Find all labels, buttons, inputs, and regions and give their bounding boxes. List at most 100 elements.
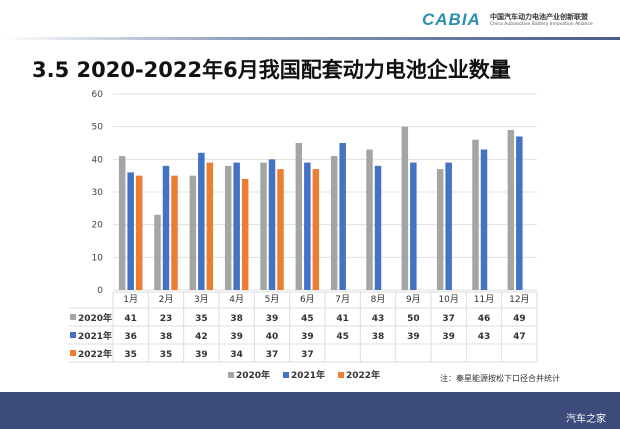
bar-2021年 <box>304 162 311 290</box>
bar-2021年 <box>198 152 205 290</box>
bar-2021年 <box>339 143 346 290</box>
footer-band <box>0 392 620 429</box>
table-cell: 40 <box>266 332 279 342</box>
table-cell: 46 <box>478 314 491 324</box>
legend-key <box>70 314 76 320</box>
table-cell: 42 <box>195 332 208 342</box>
bar-2020年 <box>118 156 126 290</box>
table-cell: 38 <box>372 332 385 342</box>
header-divider <box>0 37 620 40</box>
y-tick-label: 60 <box>92 90 104 100</box>
bar-2021年 <box>480 149 488 290</box>
table-cell: 36 <box>124 332 137 342</box>
table-cell: 38 <box>230 314 243 324</box>
bar-2021年 <box>516 136 523 290</box>
y-tick-label: 50 <box>92 123 104 133</box>
x-tick-label: 6月 <box>300 294 315 305</box>
table-row-label: 2021年 <box>78 330 112 342</box>
legend-swatch <box>283 372 289 378</box>
x-tick-label: 12月 <box>509 294 529 305</box>
legend-label: 2021年 <box>291 369 325 381</box>
table-cell: 39 <box>195 350 208 360</box>
table-cell: 23 <box>160 314 173 324</box>
bar-2020年 <box>472 139 479 290</box>
x-tick-label: 7月 <box>335 294 350 305</box>
table-cell: 43 <box>372 314 385 324</box>
y-tick-label: 0 <box>97 286 103 296</box>
bar-2020年 <box>154 214 161 290</box>
table-cell: 45 <box>301 314 314 324</box>
table-cell: 45 <box>336 332 349 342</box>
table-cell: 35 <box>124 350 137 360</box>
table-cell: 41 <box>336 314 349 324</box>
cabia-logo: CABIA <box>422 10 481 29</box>
legend-label: 2020年 <box>236 369 270 381</box>
x-tick-label: 1月 <box>123 294 138 305</box>
bar-2021年 <box>410 162 417 290</box>
table-cell: 35 <box>195 314 208 324</box>
table-cell: 49 <box>513 314 526 324</box>
y-tick-label: 20 <box>92 221 104 231</box>
x-tick-label: 3月 <box>194 294 209 305</box>
bar-2020年 <box>189 175 197 290</box>
x-tick-label: 5月 <box>265 294 280 305</box>
table-cell: 37 <box>266 350 279 360</box>
bar-2021年 <box>162 165 170 290</box>
bar-2020年 <box>436 169 444 290</box>
table-cell: 47 <box>513 332 526 342</box>
table-cell: 39 <box>266 314 279 324</box>
bar-2021年 <box>374 165 382 290</box>
table-row-label: 2022年 <box>78 348 112 360</box>
bar-2022年 <box>135 175 143 290</box>
bar-2021年 <box>233 162 240 290</box>
org-name: 中国汽车动力电池产业创新联盟 <box>490 13 588 21</box>
y-tick-label: 40 <box>92 155 104 165</box>
table-cell: 34 <box>230 350 243 360</box>
legend-key <box>70 350 76 356</box>
x-tick-label: 9月 <box>406 294 421 305</box>
bar-2020年 <box>507 129 515 290</box>
slide-title: 3.5 2020-2022年6月我国配套动力电池企业数量 <box>32 58 511 82</box>
legend-swatch <box>338 372 344 378</box>
x-tick-label: 11月 <box>474 294 494 305</box>
bar-2022年 <box>312 169 320 290</box>
table-cell: 39 <box>230 332 243 342</box>
x-tick-label: 4月 <box>229 294 244 305</box>
bar-2021年 <box>445 162 452 290</box>
bar-2021年 <box>127 172 134 290</box>
bar-2022年 <box>241 178 249 290</box>
x-tick-label: 8月 <box>371 294 386 305</box>
table-row-label: 2020年 <box>78 312 112 324</box>
bar-2020年 <box>260 162 267 290</box>
table-cell: 39 <box>442 332 455 342</box>
bar-2022年 <box>171 175 178 290</box>
table-cell: 43 <box>478 332 491 342</box>
table-cell: 50 <box>407 314 420 324</box>
bar-2021年 <box>268 159 276 290</box>
legend-label: 2022年 <box>346 369 380 381</box>
footnote: 注：秦星能源按松下口径合并统计 <box>440 374 560 383</box>
table-cell: 39 <box>301 332 314 342</box>
watermark: 汽车之家 <box>566 414 606 425</box>
x-tick-label: 10月 <box>438 294 458 305</box>
bar-2020年 <box>224 165 232 290</box>
y-tick-label: 30 <box>92 188 104 198</box>
bar-2022年 <box>277 169 284 290</box>
table-cell: 39 <box>407 332 420 342</box>
org-name-en: China Automotive Battery Innovation Alli… <box>490 22 593 27</box>
legend-swatch <box>228 372 234 378</box>
table-cell: 37 <box>442 314 455 324</box>
x-tick-label: 2月 <box>159 294 174 305</box>
bar-2020年 <box>295 143 303 290</box>
table-cell: 38 <box>160 332 173 342</box>
table-cell: 37 <box>301 350 314 360</box>
bar-2022年 <box>206 162 214 290</box>
table-cell: 41 <box>124 314 137 324</box>
y-tick-label: 10 <box>92 253 104 263</box>
table-cell: 35 <box>160 350 173 360</box>
bar-2020年 <box>366 149 373 290</box>
legend-key <box>70 332 76 338</box>
bar-2020年 <box>401 126 409 291</box>
bar-2020年 <box>330 156 338 290</box>
